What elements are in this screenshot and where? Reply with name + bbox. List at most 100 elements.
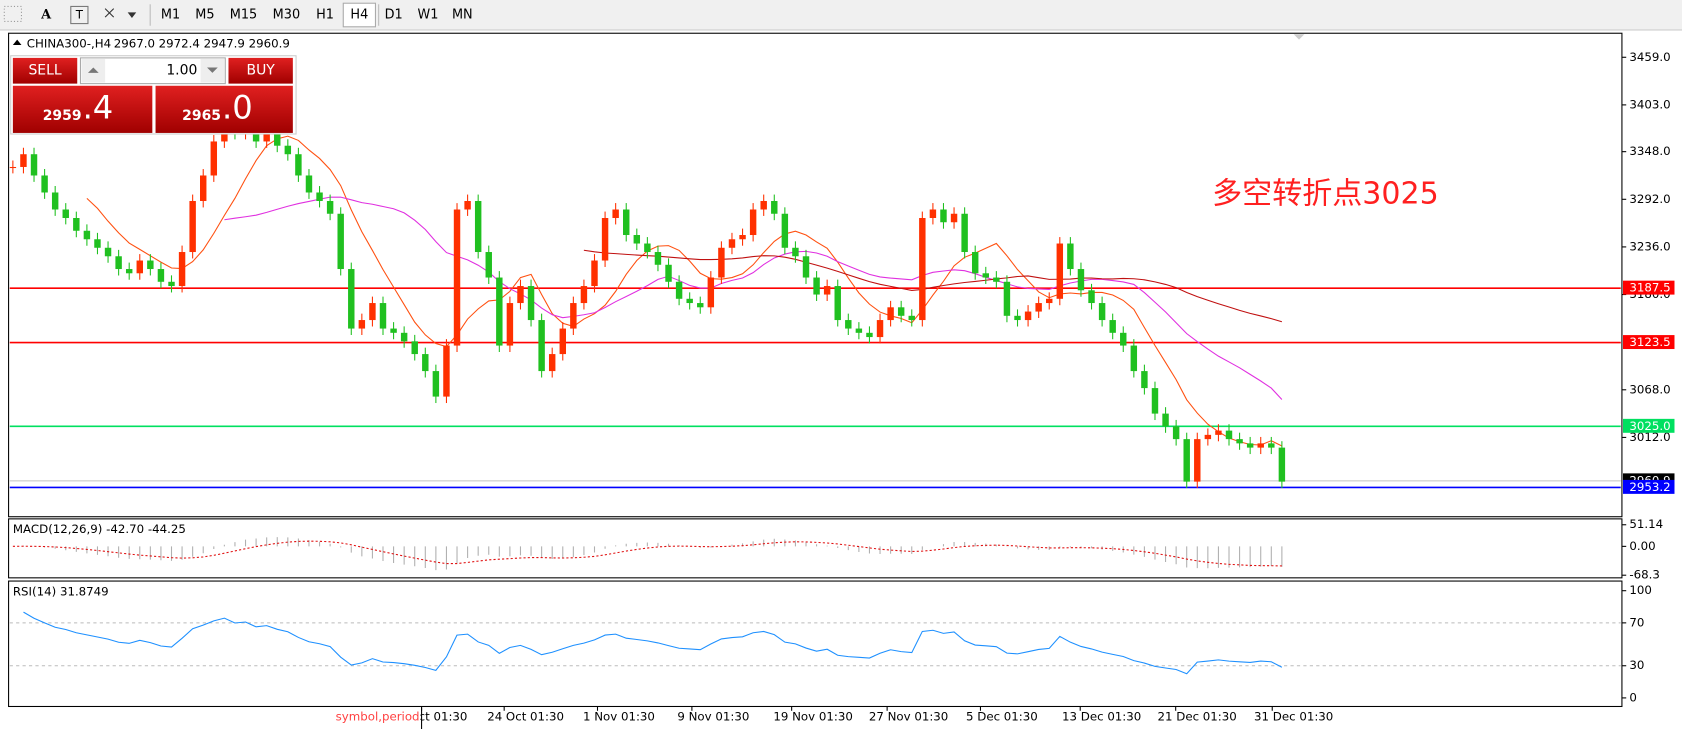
candle-body xyxy=(897,307,905,316)
candle-body xyxy=(83,230,91,240)
candle-body xyxy=(612,209,619,219)
price-tick-label: 3012.0 xyxy=(1629,430,1670,444)
candle-body xyxy=(993,277,1000,282)
level-label: 2953.2 xyxy=(1629,480,1670,494)
candle-body xyxy=(104,247,112,257)
candle-body xyxy=(675,281,683,299)
candle-body xyxy=(157,269,165,282)
level-label: 3123.5 xyxy=(1629,335,1670,349)
candle-body xyxy=(1225,430,1233,440)
symbol-label: CHINA300-,H4 xyxy=(27,36,111,50)
sell-price-box[interactable] xyxy=(12,85,153,133)
time-label: 27 Nov 01:30 xyxy=(869,710,948,724)
candle-body xyxy=(485,252,492,278)
candle-body xyxy=(168,281,175,287)
moving-average xyxy=(86,135,1283,447)
macd-tick-label: 51.14 xyxy=(1629,517,1663,531)
candle-body xyxy=(1257,443,1264,448)
candle-body xyxy=(792,247,799,257)
candle-body xyxy=(358,320,366,329)
candle-body xyxy=(781,213,789,248)
candle-body xyxy=(644,243,651,253)
candle-body xyxy=(1183,439,1190,482)
candle-body xyxy=(400,332,408,342)
candle-body xyxy=(9,166,17,169)
sell-price-main: 2959 xyxy=(43,108,82,124)
candle-body xyxy=(1130,345,1138,372)
candle-body xyxy=(591,260,598,287)
level-tag xyxy=(1623,280,1675,295)
candle-body xyxy=(559,328,566,355)
volume-value: 1.00 xyxy=(166,63,197,79)
candle-body xyxy=(496,277,503,346)
rsi-tick-label: 100 xyxy=(1629,583,1652,597)
candle-body xyxy=(950,213,958,223)
candle-body xyxy=(570,303,577,329)
candle-body xyxy=(527,286,535,321)
candle-body xyxy=(337,213,344,270)
candle-body xyxy=(1056,243,1064,299)
candle-body xyxy=(1077,269,1085,291)
active-period xyxy=(342,2,376,28)
candle-body xyxy=(802,256,810,278)
macd-tick-label: -68.3 xyxy=(1629,568,1659,582)
candle-body xyxy=(1268,443,1275,448)
candle-body xyxy=(697,303,704,308)
candle-body xyxy=(115,256,122,270)
period-button[interactable]: H4 xyxy=(350,8,368,23)
price-tick-label: 3236.0 xyxy=(1629,239,1670,253)
level-label: 3187.5 xyxy=(1629,281,1670,295)
period-button[interactable]: W1 xyxy=(418,8,439,23)
rsi-line xyxy=(23,611,1283,675)
main-panel xyxy=(8,32,1623,518)
candle-body xyxy=(1194,439,1201,482)
candle-body xyxy=(813,277,820,295)
period-button[interactable]: D1 xyxy=(385,8,403,23)
candle-body xyxy=(1024,311,1032,321)
candle-body xyxy=(718,247,725,278)
time-label: 1 Nov 01:30 xyxy=(583,710,655,724)
period-button[interactable]: H1 xyxy=(316,8,334,23)
period-button[interactable]: M1 xyxy=(161,8,180,23)
candle-body xyxy=(369,303,376,321)
period-button[interactable]: M30 xyxy=(273,8,300,23)
candle-body xyxy=(51,192,59,210)
candle-body xyxy=(443,345,450,397)
candle-body xyxy=(1120,332,1127,346)
buy-label: BUY xyxy=(247,63,276,79)
candle-body xyxy=(178,252,186,287)
text-tool[interactable]: A xyxy=(40,8,52,23)
candle-body xyxy=(189,200,196,253)
candle-body xyxy=(538,320,545,372)
buy-price-box[interactable] xyxy=(155,85,293,133)
svg-text:T: T xyxy=(75,8,84,22)
candle-body xyxy=(506,303,514,346)
candle-body xyxy=(1067,243,1074,270)
period-button[interactable]: M15 xyxy=(230,8,257,23)
macd-panel xyxy=(8,518,1623,579)
candle-body xyxy=(305,175,313,193)
price-tick-label: 3068.0 xyxy=(1629,382,1670,396)
rsi-tick-label: 0 xyxy=(1629,690,1637,704)
rsi-tick-label: 30 xyxy=(1629,658,1644,672)
candle-body xyxy=(1236,439,1243,444)
candle-body xyxy=(1278,447,1286,482)
candle-body xyxy=(316,192,323,201)
price-tick-label: 3403.0 xyxy=(1629,97,1670,111)
candle-body xyxy=(823,286,831,295)
candle-body xyxy=(686,298,693,304)
period-button[interactable]: M5 xyxy=(195,8,214,23)
rsi-label: RSI(14) 31.8749 xyxy=(13,584,109,598)
candle-body xyxy=(1088,290,1095,304)
annotation: 多空转折点3025 xyxy=(1212,177,1439,212)
candle-body xyxy=(855,328,863,333)
candle-body xyxy=(1172,426,1180,440)
macd-tick-label: 0.00 xyxy=(1629,539,1655,553)
candle-body xyxy=(20,154,27,167)
level-tag xyxy=(1623,479,1675,494)
period-button[interactable]: MN xyxy=(452,8,473,23)
candle-body xyxy=(908,315,915,321)
buy-button[interactable] xyxy=(228,57,293,84)
sell-button[interactable] xyxy=(12,57,78,84)
